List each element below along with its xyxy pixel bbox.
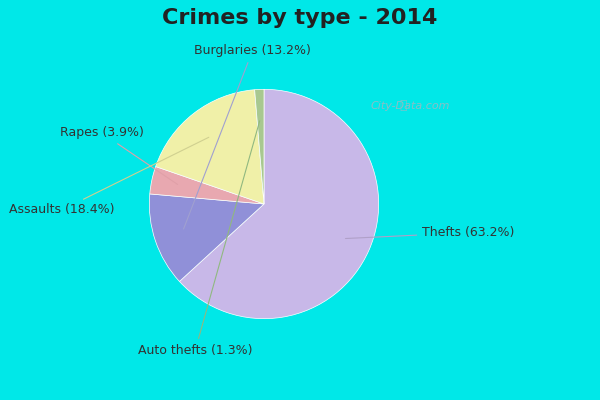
Text: Assaults (18.4%): Assaults (18.4%) <box>10 137 209 216</box>
Wedge shape <box>179 89 379 319</box>
Wedge shape <box>155 90 264 204</box>
Wedge shape <box>150 166 264 204</box>
Wedge shape <box>149 194 264 282</box>
Text: Rapes (3.9%): Rapes (3.9%) <box>60 126 178 184</box>
Text: Thefts (63.2%): Thefts (63.2%) <box>346 226 515 239</box>
Text: City-Data.com: City-Data.com <box>370 101 450 111</box>
Text: Ⓐ: Ⓐ <box>400 98 407 112</box>
Text: Auto thefts (1.3%): Auto thefts (1.3%) <box>138 121 260 357</box>
Wedge shape <box>254 89 264 204</box>
Text: Burglaries (13.2%): Burglaries (13.2%) <box>184 44 311 229</box>
Text: Crimes by type - 2014: Crimes by type - 2014 <box>163 8 437 28</box>
